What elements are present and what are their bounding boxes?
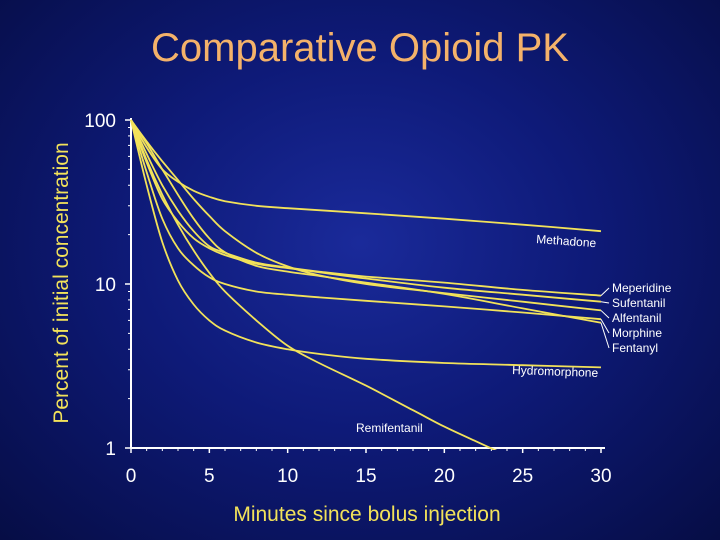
axes: 0 5 10 15 20 25 30 1 10 100 (84, 111, 611, 487)
series-line-remifentanil (130, 119, 498, 450)
series-label-hydromorphone: Hydromorphone (512, 363, 599, 380)
x-tick-label: 5 (204, 466, 215, 487)
y-tick-label: 1 (105, 439, 116, 460)
series-label-morphine: Morphine (612, 326, 662, 340)
leader-line-alfentanil (600, 310, 610, 319)
x-tick-label: 30 (590, 466, 611, 487)
leader-line-fentanyl (600, 322, 610, 349)
x-tick-label: 10 (277, 466, 298, 487)
series-line-meperidine (130, 119, 602, 297)
x-tick-label: 20 (434, 466, 455, 487)
chart-title: Comparative Opioid PK (151, 26, 569, 70)
series-label-methadone: Methadone (536, 232, 597, 250)
y-tick-label: 100 (84, 111, 116, 132)
series-curves (130, 119, 602, 450)
x-tick-label: 0 (126, 466, 137, 487)
series-label-fentanyl: Fentanyl (612, 341, 658, 355)
series-line-fentanyl (130, 119, 602, 324)
series-label-remifentanil: Remifentanil (356, 421, 423, 435)
y-axis-title: Percent of initial concentration (50, 142, 73, 423)
series-label-meperidine: Meperidine (612, 281, 672, 295)
series-line-hydromorphone (130, 119, 602, 369)
series-label-alfentanil: Alfentanil (612, 311, 661, 325)
x-tick-label: 15 (355, 466, 376, 487)
leader-line-morphine (600, 318, 610, 334)
x-axis-title: Minutes since bolus injection (233, 503, 500, 526)
series-labels: Methadone MeperidineSufentanilAlfentanilM… (356, 232, 672, 435)
series-label-sufentanil: Sufentanil (612, 296, 665, 310)
leader-line-meperidine (600, 287, 610, 296)
series-line-methadone (130, 119, 602, 233)
y-tick-label: 10 (95, 275, 116, 296)
leader-line-sufentanil (600, 301, 610, 304)
x-tick-label: 25 (512, 466, 533, 487)
series-line-morphine (130, 119, 602, 321)
series-line-sufentanil (130, 119, 602, 303)
